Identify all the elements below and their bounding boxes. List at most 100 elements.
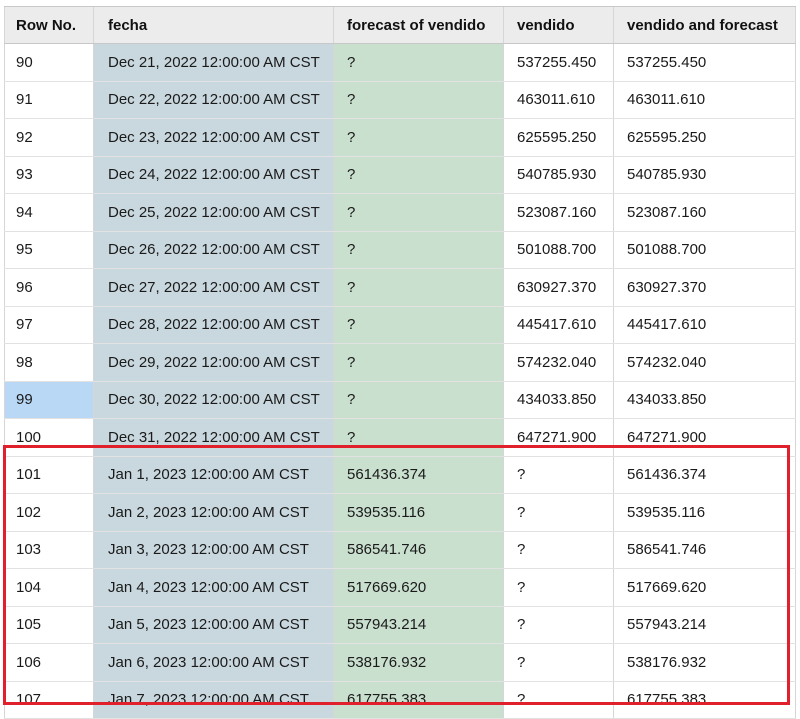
vendido-cell[interactable]: ? [504, 494, 614, 531]
row-no-cell[interactable]: 95 [4, 232, 94, 269]
vendido-and-forecast-cell[interactable]: 517669.620 [614, 569, 796, 606]
forecast-cell[interactable]: ? [334, 419, 504, 456]
column-header-vendido-and-forecast[interactable]: vendido and forecast [614, 7, 796, 43]
vendido-cell[interactable]: 501088.700 [504, 232, 614, 269]
vendido-and-forecast-cell[interactable]: 434033.850 [614, 382, 796, 419]
forecast-cell[interactable]: ? [334, 232, 504, 269]
vendido-cell[interactable]: 445417.610 [504, 307, 614, 344]
row-no-cell[interactable]: 98 [4, 344, 94, 381]
row-no-cell[interactable]: 107 [4, 682, 94, 719]
row-no-cell[interactable]: 106 [4, 644, 94, 681]
row-no-cell[interactable]: 90 [4, 44, 94, 81]
fecha-cell[interactable]: Dec 28, 2022 12:00:00 AM CST [94, 307, 334, 344]
row-no-cell[interactable]: 96 [4, 269, 94, 306]
vendido-and-forecast-cell[interactable]: 561436.374 [614, 457, 796, 494]
vendido-and-forecast-cell[interactable]: 463011.610 [614, 82, 796, 119]
vendido-cell[interactable]: 574232.040 [504, 344, 614, 381]
fecha-cell[interactable]: Dec 25, 2022 12:00:00 AM CST [94, 194, 334, 231]
fecha-cell[interactable]: Dec 21, 2022 12:00:00 AM CST [94, 44, 334, 81]
row-no-cell[interactable]: 97 [4, 307, 94, 344]
row-no-cell[interactable]: 103 [4, 532, 94, 569]
fecha-cell[interactable]: Dec 27, 2022 12:00:00 AM CST [94, 269, 334, 306]
row-no-cell[interactable]: 99 [4, 382, 94, 419]
forecast-cell[interactable]: ? [334, 194, 504, 231]
forecast-cell[interactable]: 539535.116 [334, 494, 504, 531]
row-no-cell[interactable]: 91 [4, 82, 94, 119]
vendido-and-forecast-cell[interactable]: 445417.610 [614, 307, 796, 344]
row-no-cell[interactable]: 101 [4, 457, 94, 494]
forecast-cell[interactable]: 561436.374 [334, 457, 504, 494]
vendido-cell[interactable]: ? [504, 607, 614, 644]
vendido-and-forecast-cell[interactable]: 574232.040 [614, 344, 796, 381]
vendido-and-forecast-cell[interactable]: 539535.116 [614, 494, 796, 531]
forecast-cell[interactable]: 586541.746 [334, 532, 504, 569]
vendido-cell[interactable]: 434033.850 [504, 382, 614, 419]
vendido-and-forecast-cell[interactable]: 586541.746 [614, 532, 796, 569]
forecast-cell[interactable]: ? [334, 382, 504, 419]
vendido-cell[interactable]: ? [504, 569, 614, 606]
vendido-and-forecast-cell[interactable]: 630927.370 [614, 269, 796, 306]
vendido-and-forecast-cell[interactable]: 617755.383 [614, 682, 796, 719]
forecast-cell[interactable]: ? [334, 119, 504, 156]
forecast-cell[interactable]: 538176.932 [334, 644, 504, 681]
row-no-cell[interactable]: 93 [4, 157, 94, 194]
vendido-and-forecast-cell[interactable]: 537255.450 [614, 44, 796, 81]
fecha-cell[interactable]: Dec 24, 2022 12:00:00 AM CST [94, 157, 334, 194]
fecha-cell[interactable]: Jan 4, 2023 12:00:00 AM CST [94, 569, 334, 606]
vendido-cell[interactable]: 523087.160 [504, 194, 614, 231]
fecha-cell[interactable]: Dec 23, 2022 12:00:00 AM CST [94, 119, 334, 156]
forecast-cell[interactable]: ? [334, 82, 504, 119]
fecha-cell[interactable]: Dec 31, 2022 12:00:00 AM CST [94, 419, 334, 456]
fecha-cell[interactable]: Jan 5, 2023 12:00:00 AM CST [94, 607, 334, 644]
column-header-row-no[interactable]: Row No. [4, 7, 94, 43]
row-no-cell[interactable]: 92 [4, 119, 94, 156]
vendido-cell[interactable]: 537255.450 [504, 44, 614, 81]
fecha-cell[interactable]: Dec 26, 2022 12:00:00 AM CST [94, 232, 334, 269]
fecha-cell[interactable]: Dec 30, 2022 12:00:00 AM CST [94, 382, 334, 419]
forecast-cell[interactable]: 557943.214 [334, 607, 504, 644]
row-no-cell[interactable]: 104 [4, 569, 94, 606]
vendido-cell[interactable]: 647271.900 [504, 419, 614, 456]
forecast-cell[interactable]: 517669.620 [334, 569, 504, 606]
forecast-cell[interactable]: ? [334, 344, 504, 381]
vendido-and-forecast-cell[interactable]: 523087.160 [614, 194, 796, 231]
row-no-cell[interactable]: 100 [4, 419, 94, 456]
vendido-cell[interactable]: 540785.930 [504, 157, 614, 194]
forecast-cell[interactable]: ? [334, 269, 504, 306]
column-header-vendido[interactable]: vendido [504, 7, 614, 43]
vendido-cell[interactable]: ? [504, 457, 614, 494]
vendido-and-forecast-cell[interactable]: 540785.930 [614, 157, 796, 194]
vendido-cell[interactable]: 625595.250 [504, 119, 614, 156]
forecast-cell[interactable]: 617755.383 [334, 682, 504, 719]
forecast-cell[interactable]: ? [334, 307, 504, 344]
vendido-cell[interactable]: 630927.370 [504, 269, 614, 306]
forecast-cell[interactable]: ? [334, 157, 504, 194]
fecha-cell[interactable]: Dec 29, 2022 12:00:00 AM CST [94, 344, 334, 381]
vendido-and-forecast-cell[interactable]: 647271.900 [614, 419, 796, 456]
vendido-and-forecast-cell[interactable]: 501088.700 [614, 232, 796, 269]
fecha-cell[interactable]: Jan 2, 2023 12:00:00 AM CST [94, 494, 334, 531]
vendido-cell[interactable]: 463011.610 [504, 82, 614, 119]
forecast-cell[interactable]: ? [334, 44, 504, 81]
vendido-and-forecast-cell[interactable]: 538176.932 [614, 644, 796, 681]
fecha-cell[interactable]: Jan 6, 2023 12:00:00 AM CST [94, 644, 334, 681]
row-no-cell[interactable]: 105 [4, 607, 94, 644]
vendido-and-forecast-cell[interactable]: 557943.214 [614, 607, 796, 644]
